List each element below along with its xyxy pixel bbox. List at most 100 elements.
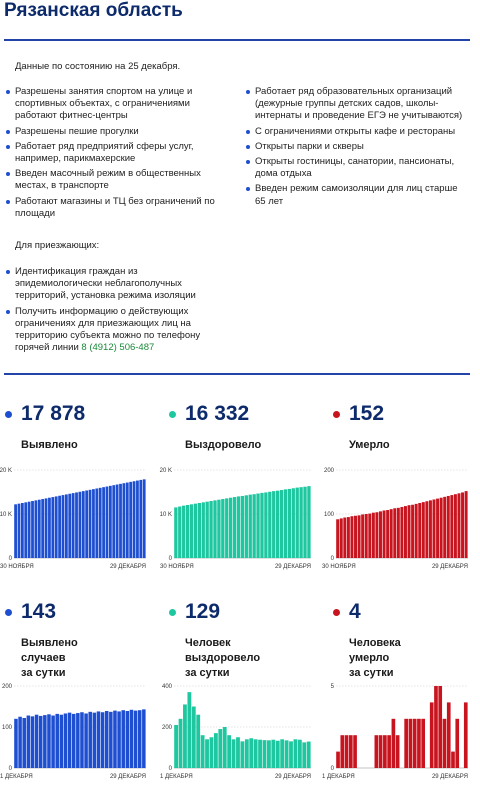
bar: [455, 718, 460, 768]
bullet-icon: [246, 160, 250, 165]
bar: [115, 484, 119, 558]
y-tick-label: 100: [324, 512, 335, 518]
bar: [225, 498, 229, 558]
bar: [92, 712, 97, 768]
bar: [411, 504, 415, 558]
bar: [109, 711, 113, 768]
bar: [353, 735, 357, 768]
y-tick-label: 0: [331, 766, 335, 772]
stat-label: Выявлено случаев за сутки: [21, 637, 78, 679]
bar: [196, 714, 201, 768]
bar: [63, 713, 68, 768]
bar: [95, 488, 99, 558]
bar: [280, 739, 285, 768]
bullet-icon: [246, 90, 250, 94]
bar: [439, 497, 443, 558]
y-tick-label: 10 K: [160, 512, 172, 518]
x-start-label: 30 НОЯБРЯ: [0, 564, 34, 570]
bar: [64, 494, 68, 558]
red-dot-icon: [333, 609, 340, 616]
bar: [289, 741, 293, 768]
bar: [78, 491, 82, 558]
bar: [137, 710, 142, 768]
bar: [252, 494, 256, 558]
bar: [275, 740, 280, 768]
bar: [412, 718, 417, 768]
bar: [442, 718, 447, 768]
bar: [295, 487, 299, 558]
bar: [306, 741, 311, 768]
bullet-icon: [6, 270, 10, 274]
bullet-icon: [246, 129, 250, 134]
bar: [102, 487, 105, 558]
bar: [379, 511, 382, 558]
bullet-icon: [6, 90, 10, 94]
bar: [24, 502, 28, 558]
bar: [92, 489, 95, 558]
bar: [229, 497, 233, 558]
bar: [408, 718, 413, 768]
bullet-icon: [246, 187, 250, 192]
y-tick-label: 0: [169, 766, 173, 772]
bar: [307, 486, 311, 558]
bar: [303, 486, 307, 558]
bar: [236, 737, 240, 768]
bar: [453, 494, 457, 558]
bar: [34, 500, 38, 558]
bar: [104, 711, 109, 768]
bar: [129, 709, 134, 768]
bar: [185, 504, 190, 558]
x-end-label: 29 ДЕКАБРЯ: [110, 774, 146, 780]
y-tick-label: 20 K: [0, 468, 12, 474]
y-tick-label: 400: [162, 684, 173, 690]
bar: [85, 490, 89, 558]
bar: [299, 487, 303, 558]
bar: [61, 495, 65, 558]
bullet-icon: [6, 199, 10, 204]
bar: [205, 739, 209, 768]
blue-dot-icon: [5, 411, 12, 418]
bar: [122, 483, 126, 558]
bar: [121, 710, 125, 768]
bar: [117, 711, 121, 768]
bar: [200, 735, 205, 768]
bar: [132, 481, 136, 558]
bar: [174, 724, 179, 768]
stat-label: Человек выздоровело за сутки: [185, 637, 261, 679]
bar: [43, 715, 47, 768]
bar: [14, 718, 18, 768]
bar: [391, 718, 396, 768]
bar: [348, 735, 353, 768]
bar: [374, 735, 379, 768]
x-end-label: 29 ДЕКАБРЯ: [432, 774, 468, 780]
bar: [336, 519, 340, 558]
chart-deaths-total: 0 100 200 30 НОЯБРЯ 29 ДЕКАБРЯ: [322, 468, 468, 570]
bar: [400, 506, 404, 558]
bar: [98, 487, 102, 558]
bar: [429, 702, 434, 768]
bullet-icon: [6, 309, 10, 314]
bar: [446, 702, 451, 768]
bar: [284, 740, 289, 768]
bar: [346, 517, 350, 558]
restriction-item: С ограничениями открыты кафе и рестораны: [246, 126, 466, 138]
bar: [26, 715, 31, 768]
bar: [59, 714, 64, 768]
bar: [271, 739, 276, 768]
restriction-item: Разрешены занятия спортом на улице и спо…: [6, 86, 226, 123]
bar: [227, 735, 232, 768]
bar: [446, 495, 450, 558]
bar: [262, 740, 267, 768]
visitor-item: Получить информацию о действующих ограни…: [6, 306, 211, 355]
bar: [432, 499, 436, 558]
bar: [71, 713, 76, 768]
bullet-icon: [6, 129, 10, 134]
hotline-phone[interactable]: 8 (4912) 506-487: [81, 342, 155, 354]
bar: [428, 500, 432, 558]
bar: [383, 735, 387, 768]
bar: [343, 517, 347, 558]
restriction-item: Разрешены пешие прогулки: [6, 126, 226, 138]
restrictions-right-list: Работает ряд образовательных организаций…: [246, 86, 466, 211]
bar: [457, 493, 461, 558]
stat-value: 17 878: [21, 402, 86, 425]
